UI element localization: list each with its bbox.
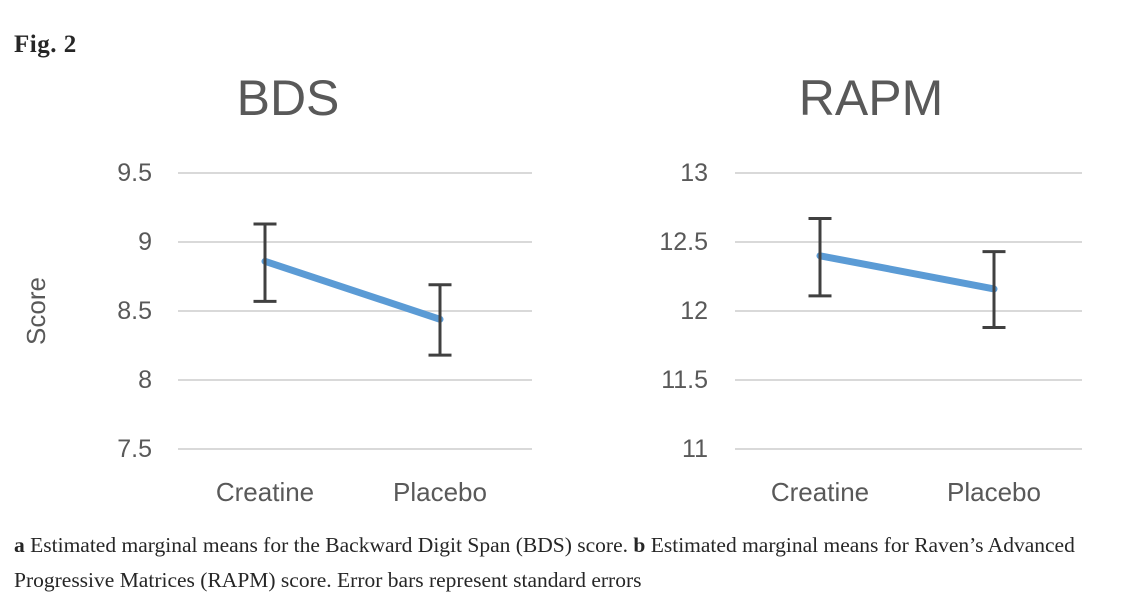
caption-text: Estimated marginal means for the Backwar… — [24, 533, 634, 557]
y-tick-label: 8 — [138, 366, 152, 394]
error-bar — [982, 250, 1006, 330]
y-tick-label: 11.5 — [661, 366, 708, 394]
y-tick-label: 12.5 — [659, 228, 708, 256]
error-bar — [253, 222, 277, 303]
y-tick-label: 12 — [680, 297, 708, 325]
y-tick-label: 7.5 — [117, 435, 152, 463]
y-tick-label: 11 — [682, 435, 708, 463]
x-category-label: Placebo — [947, 477, 1041, 507]
x-category-label: Creatine — [771, 477, 869, 507]
series-line — [261, 257, 444, 323]
caption-part-label: a — [14, 533, 25, 557]
chart-title: BDS — [237, 70, 340, 126]
figure-label: Fig. 2 — [14, 31, 77, 58]
caption-part-label: b — [633, 533, 646, 557]
charts-canvas: BDS 9.5 9 8.5 8 7.5 Score Creatine Placebo RAPM 13… — [21, 70, 1082, 507]
caption-text: Estimated marginal means for Raven’s Adv… — [14, 533, 1075, 592]
x-category-label: Creatine — [216, 477, 314, 507]
figure-caption: a Estimated marginal means for the Backw… — [14, 528, 1118, 598]
y-tick-label: 9.5 — [117, 159, 152, 187]
chart-title: RAPM — [799, 70, 943, 126]
x-category-label: Placebo — [393, 477, 487, 507]
y-tick-label: 8.5 — [117, 297, 152, 325]
y-axis-label: Score — [21, 277, 51, 345]
error-bar — [808, 217, 832, 298]
y-tick-label: 13 — [680, 159, 708, 187]
chart-bds: BDS 9.5 9 8.5 8 7.5 Score Creatine Placebo — [21, 70, 532, 507]
series-line — [816, 252, 998, 293]
error-bar — [428, 283, 452, 357]
chart-rapm: RAPM 13 12.5 12 11.5 11 Creatine Placebo — [659, 70, 1082, 507]
y-tick-label: 9 — [138, 228, 152, 256]
